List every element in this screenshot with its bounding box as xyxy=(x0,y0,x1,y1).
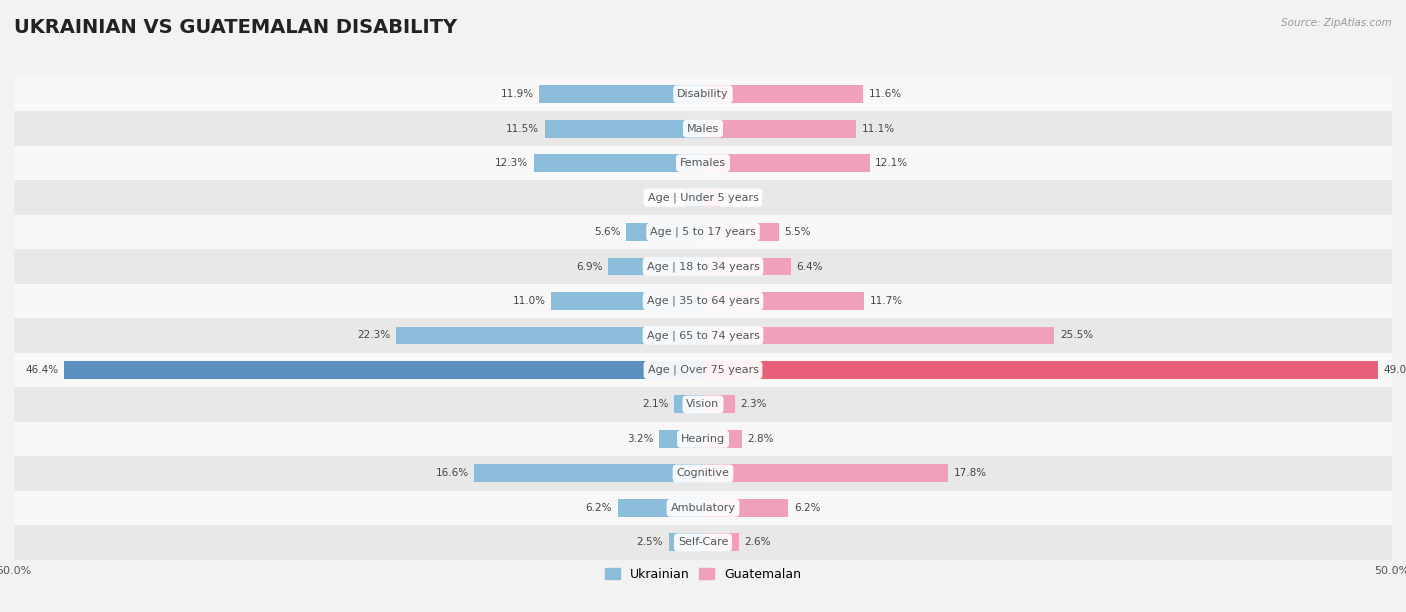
Text: Source: ZipAtlas.com: Source: ZipAtlas.com xyxy=(1281,18,1392,28)
Text: Males: Males xyxy=(688,124,718,133)
Text: 11.9%: 11.9% xyxy=(501,89,533,99)
Bar xyxy=(551,292,703,310)
Bar xyxy=(685,188,703,206)
Text: Age | 18 to 34 years: Age | 18 to 34 years xyxy=(647,261,759,272)
Bar xyxy=(14,111,1392,146)
Bar xyxy=(703,119,856,138)
Text: Age | 65 to 74 years: Age | 65 to 74 years xyxy=(647,330,759,341)
Bar xyxy=(14,181,1392,215)
Text: 1.3%: 1.3% xyxy=(652,193,679,203)
Bar xyxy=(703,292,865,310)
Text: Age | Over 75 years: Age | Over 75 years xyxy=(648,365,758,375)
Text: 12.1%: 12.1% xyxy=(875,158,908,168)
Text: 1.2%: 1.2% xyxy=(725,193,752,203)
Text: 11.1%: 11.1% xyxy=(862,124,894,133)
Bar xyxy=(14,215,1392,249)
Bar xyxy=(544,119,703,138)
Text: 11.0%: 11.0% xyxy=(513,296,546,306)
Bar xyxy=(617,499,703,517)
Bar xyxy=(626,223,703,241)
Bar xyxy=(14,422,1392,456)
Text: 5.5%: 5.5% xyxy=(785,227,811,237)
Bar xyxy=(14,525,1392,559)
Text: 12.3%: 12.3% xyxy=(495,158,529,168)
Text: Age | 35 to 64 years: Age | 35 to 64 years xyxy=(647,296,759,306)
Bar xyxy=(659,430,703,448)
Bar xyxy=(14,146,1392,181)
Bar xyxy=(703,327,1054,345)
Text: UKRAINIAN VS GUATEMALAN DISABILITY: UKRAINIAN VS GUATEMALAN DISABILITY xyxy=(14,18,457,37)
Text: 6.2%: 6.2% xyxy=(794,503,821,513)
Text: Age | 5 to 17 years: Age | 5 to 17 years xyxy=(650,227,756,237)
Bar xyxy=(63,361,703,379)
Bar xyxy=(703,430,741,448)
Text: Vision: Vision xyxy=(686,400,720,409)
Bar xyxy=(607,258,703,275)
Bar xyxy=(395,327,703,345)
Bar xyxy=(14,249,1392,284)
Text: Disability: Disability xyxy=(678,89,728,99)
Text: 17.8%: 17.8% xyxy=(953,468,987,479)
Text: 6.2%: 6.2% xyxy=(585,503,612,513)
Text: 2.8%: 2.8% xyxy=(747,434,773,444)
Text: 11.7%: 11.7% xyxy=(870,296,903,306)
Bar xyxy=(14,456,1392,491)
Text: 11.6%: 11.6% xyxy=(869,89,901,99)
Bar xyxy=(14,353,1392,387)
Text: 2.5%: 2.5% xyxy=(637,537,664,547)
Text: 2.3%: 2.3% xyxy=(740,400,766,409)
Bar xyxy=(703,223,779,241)
Text: 49.0%: 49.0% xyxy=(1384,365,1406,375)
Bar xyxy=(673,395,703,413)
Bar xyxy=(703,361,1378,379)
Bar xyxy=(703,465,948,482)
Text: Hearing: Hearing xyxy=(681,434,725,444)
Text: 22.3%: 22.3% xyxy=(357,330,391,340)
Bar xyxy=(703,258,792,275)
Bar xyxy=(703,188,720,206)
Bar xyxy=(669,534,703,551)
Text: 6.4%: 6.4% xyxy=(797,261,823,272)
Text: 2.6%: 2.6% xyxy=(744,537,770,547)
Text: 11.5%: 11.5% xyxy=(506,124,538,133)
Text: 2.1%: 2.1% xyxy=(643,400,669,409)
Text: Cognitive: Cognitive xyxy=(676,468,730,479)
Text: Age | Under 5 years: Age | Under 5 years xyxy=(648,192,758,203)
Bar xyxy=(703,395,735,413)
Bar xyxy=(14,318,1392,353)
Bar xyxy=(703,534,738,551)
Bar xyxy=(703,85,863,103)
Legend: Ukrainian, Guatemalan: Ukrainian, Guatemalan xyxy=(599,563,807,586)
Text: 46.4%: 46.4% xyxy=(25,365,58,375)
Text: Self-Care: Self-Care xyxy=(678,537,728,547)
Text: 5.6%: 5.6% xyxy=(593,227,620,237)
Bar xyxy=(14,387,1392,422)
Bar xyxy=(14,284,1392,318)
Text: 25.5%: 25.5% xyxy=(1060,330,1092,340)
Text: Females: Females xyxy=(681,158,725,168)
Text: Ambulatory: Ambulatory xyxy=(671,503,735,513)
Text: 3.2%: 3.2% xyxy=(627,434,654,444)
Text: 6.9%: 6.9% xyxy=(576,261,602,272)
Bar xyxy=(533,154,703,172)
Bar xyxy=(14,77,1392,111)
Bar xyxy=(474,465,703,482)
Bar xyxy=(703,154,870,172)
Text: 16.6%: 16.6% xyxy=(436,468,468,479)
Bar xyxy=(703,499,789,517)
Bar xyxy=(538,85,703,103)
Bar xyxy=(14,491,1392,525)
